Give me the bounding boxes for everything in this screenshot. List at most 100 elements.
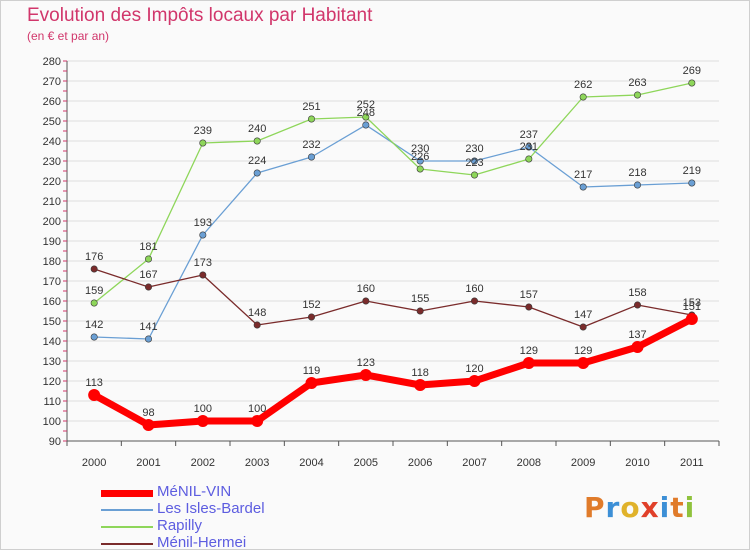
data-point xyxy=(199,271,207,279)
data-label: 147 xyxy=(574,309,592,321)
data-label: 129 xyxy=(574,345,592,357)
legend-label: MéNIL-VIN xyxy=(157,483,232,500)
data-label: 141 xyxy=(139,321,157,333)
data-label: 181 xyxy=(139,241,157,253)
data-label: 240 xyxy=(248,123,266,135)
x-tick-label: 2006 xyxy=(408,457,432,469)
x-tick-label: 2003 xyxy=(245,457,269,469)
data-label: 248 xyxy=(357,107,375,119)
x-tick-label: 2000 xyxy=(82,457,106,469)
y-tick-label: 130 xyxy=(43,356,61,368)
legend-swatch xyxy=(101,489,153,497)
data-point xyxy=(416,307,424,315)
x-tick-label: 2002 xyxy=(191,457,215,469)
y-tick-label: 210 xyxy=(43,196,61,208)
data-point xyxy=(145,255,153,263)
data-label: 160 xyxy=(465,283,483,295)
data-label: 193 xyxy=(194,217,212,229)
data-label: 237 xyxy=(520,129,538,141)
data-point xyxy=(362,121,370,129)
data-label: 176 xyxy=(85,251,103,263)
y-tick-label: 160 xyxy=(43,296,61,308)
data-label: 167 xyxy=(139,269,157,281)
data-point xyxy=(253,169,261,177)
data-label: 224 xyxy=(248,155,266,167)
data-point xyxy=(633,301,641,309)
x-tick-label: 2009 xyxy=(571,457,595,469)
data-label: 152 xyxy=(302,299,320,311)
data-point xyxy=(196,415,209,427)
legend-label: Ménil-Hermei xyxy=(157,534,247,551)
data-point xyxy=(416,165,424,173)
x-tick-label: 2005 xyxy=(354,457,378,469)
data-label: 158 xyxy=(628,287,646,299)
y-tick-label: 220 xyxy=(43,176,61,188)
data-label: 231 xyxy=(520,141,538,153)
data-label: 173 xyxy=(194,257,212,269)
series-line xyxy=(93,82,693,304)
data-label: 219 xyxy=(683,165,701,177)
data-label: 119 xyxy=(303,365,321,377)
legend-swatch xyxy=(101,509,153,511)
data-label: 120 xyxy=(465,363,483,375)
proxiti-logo: Proxiti xyxy=(584,491,696,524)
y-tick-label: 260 xyxy=(43,96,61,108)
x-tick-label: 2004 xyxy=(299,457,323,469)
data-point xyxy=(522,357,535,369)
y-tick-label: 180 xyxy=(43,256,61,268)
data-label: 263 xyxy=(628,77,646,89)
data-point xyxy=(470,157,478,165)
y-tick-label: 100 xyxy=(43,416,61,428)
y-tick-label: 230 xyxy=(43,156,61,168)
data-point xyxy=(577,357,590,369)
data-label: 100 xyxy=(194,403,212,415)
data-point xyxy=(307,115,315,123)
data-point xyxy=(468,375,481,387)
data-point xyxy=(470,297,478,305)
data-label: 269 xyxy=(683,65,701,77)
y-tick-label: 200 xyxy=(43,216,61,228)
data-point xyxy=(525,155,533,163)
data-label: 251 xyxy=(302,101,320,113)
series-line xyxy=(93,268,693,328)
data-label: 159 xyxy=(85,285,103,297)
data-point xyxy=(90,265,98,273)
data-point xyxy=(688,179,696,187)
data-label: 157 xyxy=(520,289,538,301)
data-label: 153 xyxy=(683,297,701,309)
data-point xyxy=(90,333,98,341)
data-label: 230 xyxy=(411,143,429,155)
data-label: 226 xyxy=(411,151,429,163)
data-point xyxy=(253,137,261,145)
data-point xyxy=(253,321,261,329)
data-label: 232 xyxy=(302,139,320,151)
data-point xyxy=(685,313,698,325)
data-label: 100 xyxy=(248,403,266,415)
y-tick-label: 170 xyxy=(43,276,61,288)
data-label: 160 xyxy=(357,283,375,295)
data-label: 142 xyxy=(85,319,103,331)
data-label: 118 xyxy=(411,367,429,379)
data-label: 230 xyxy=(465,143,483,155)
series-line xyxy=(90,315,696,429)
data-point xyxy=(251,415,264,427)
data-point xyxy=(579,323,587,331)
y-tick-label: 190 xyxy=(43,236,61,248)
data-label: 218 xyxy=(628,167,646,179)
data-point xyxy=(470,171,478,179)
data-point xyxy=(145,335,153,343)
chart-subtitle: (en € et par an) xyxy=(27,29,110,43)
data-point xyxy=(414,379,427,391)
data-point xyxy=(633,181,641,189)
chart-title: Evolution des Impôts locaux par Habitant xyxy=(27,5,373,26)
y-tick-label: 110 xyxy=(43,396,61,408)
data-point xyxy=(416,157,424,165)
data-point xyxy=(90,299,98,307)
data-point xyxy=(142,419,155,431)
data-point xyxy=(307,313,315,321)
data-label: 151 xyxy=(683,301,701,313)
y-tick-label: 120 xyxy=(43,376,61,388)
y-tick-label: 140 xyxy=(43,336,61,348)
